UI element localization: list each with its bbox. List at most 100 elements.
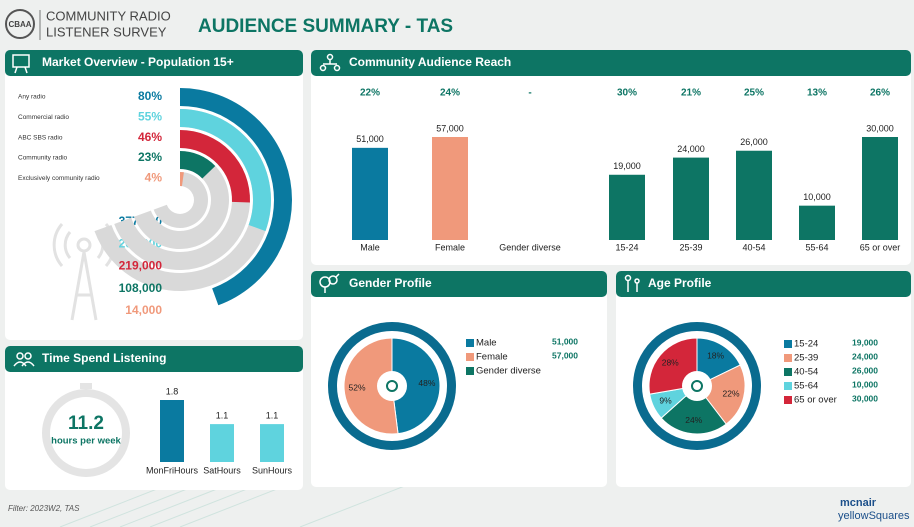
radial-track [153, 172, 209, 228]
headline-label: hours per week [51, 436, 121, 447]
share-label: 30% [617, 88, 637, 99]
value-label: 4% [145, 170, 163, 184]
legend-swatch [466, 353, 474, 361]
bar [609, 174, 645, 240]
clock-knob [80, 383, 92, 389]
value-label: 57,000 [436, 123, 464, 133]
value-label: 1.1 [216, 410, 229, 420]
radial-bar [180, 151, 216, 179]
value-label: 80% [138, 89, 162, 103]
share-label: 24% [440, 88, 460, 99]
category-label: ABC SBS radio [18, 134, 63, 141]
radial-bar [180, 130, 250, 203]
x-tick-label: 25-39 [679, 242, 702, 252]
slice-label: 52% [349, 382, 366, 392]
logo-ring [5, 9, 35, 39]
x-tick-label: SatHours [203, 465, 241, 475]
pie-slice [391, 337, 441, 435]
legend-swatch [784, 354, 792, 362]
x-tick-label: 40-54 [742, 242, 765, 252]
panel-header [311, 271, 607, 297]
legend-label: 65 or over [794, 395, 837, 406]
donut-hole [377, 371, 407, 401]
hole-icon [386, 380, 398, 392]
panel-header [311, 50, 911, 76]
category-label: Commercial radio [18, 114, 69, 121]
legend-count: 30,000 [852, 393, 878, 403]
logo: CBAA [8, 20, 31, 29]
brand-line: LISTENER SURVEY [46, 24, 167, 39]
x-tick-label: Female [435, 242, 465, 252]
bar [736, 150, 772, 240]
value-label: 30,000 [866, 123, 894, 133]
bar [210, 424, 234, 462]
value-label: 46% [138, 130, 162, 144]
radial-bar [180, 109, 272, 232]
slice-label: 18% [707, 351, 724, 361]
panel-header [5, 50, 303, 76]
count-label: 108,000 [119, 281, 163, 295]
x-tick-label: 65 or over [860, 242, 901, 252]
value-label: 23% [138, 150, 162, 164]
panel-title: Time Spend Listening [42, 351, 166, 365]
share-label: 22% [360, 88, 380, 99]
bar [352, 147, 388, 240]
value-label: 24,000 [677, 144, 705, 154]
slice-label: 48% [418, 378, 435, 388]
x-tick-label: 15-24 [615, 242, 638, 252]
value-label: 10,000 [803, 192, 831, 202]
legend-label: 55-64 [794, 381, 818, 392]
radial-hole [166, 186, 194, 214]
legend-swatch [784, 396, 792, 404]
legend-count: 26,000 [852, 365, 878, 375]
x-tick-label: SunHours [252, 465, 293, 475]
clock-icon [42, 383, 130, 477]
share-label: 25% [744, 88, 764, 99]
value-label: 55% [138, 109, 162, 123]
slice-label: 9% [659, 396, 672, 406]
pie-slice [343, 337, 399, 435]
x-tick-label: Gender diverse [499, 242, 561, 252]
bar [432, 137, 468, 240]
legend-label: Female [476, 352, 508, 363]
radial-bar [180, 172, 184, 191]
slice-label: 24% [685, 415, 702, 425]
footer-brand: yellowSquares [838, 510, 910, 522]
category-label: Any radio [18, 94, 46, 101]
share-label: 21% [681, 88, 701, 99]
legend-swatch [784, 340, 792, 348]
legend-count: 19,000 [852, 337, 878, 347]
value-label: 51,000 [356, 134, 384, 144]
bar [260, 424, 284, 462]
legend-count: 57,000 [552, 350, 578, 360]
x-tick-label: Male [360, 242, 380, 252]
x-tick-label: MonFriHours [146, 465, 199, 475]
clock-face [50, 397, 122, 469]
share-label: 13% [807, 88, 827, 99]
panel-header [5, 346, 303, 372]
panel-title: Market Overview - Population 15+ [42, 55, 234, 69]
legend-label: Gender diverse [476, 366, 541, 377]
panel-title: Age Profile [648, 276, 712, 290]
count-label: 14,000 [125, 303, 162, 317]
value-label: 26,000 [740, 137, 768, 147]
brand-line: COMMUNITY RADIO [46, 8, 171, 23]
legend-count: 10,000 [852, 379, 878, 389]
bar [160, 400, 184, 462]
legend-label: 40-54 [794, 367, 818, 378]
bar [862, 137, 898, 240]
panel-header [616, 271, 911, 297]
legend-swatch [466, 339, 474, 347]
slice-label: 22% [723, 388, 740, 398]
value-label: 1.8 [166, 386, 179, 396]
legend-swatch [784, 368, 792, 376]
value-label: 1.1 [266, 410, 279, 420]
legend-count: 24,000 [852, 351, 878, 361]
headline-value: 11.2 [68, 413, 104, 434]
share-label: 26% [870, 88, 890, 99]
icons [12, 53, 640, 367]
category-label: Community radio [18, 155, 68, 162]
legend-label: 15-24 [794, 339, 818, 350]
legend-label: 25-39 [794, 353, 818, 364]
